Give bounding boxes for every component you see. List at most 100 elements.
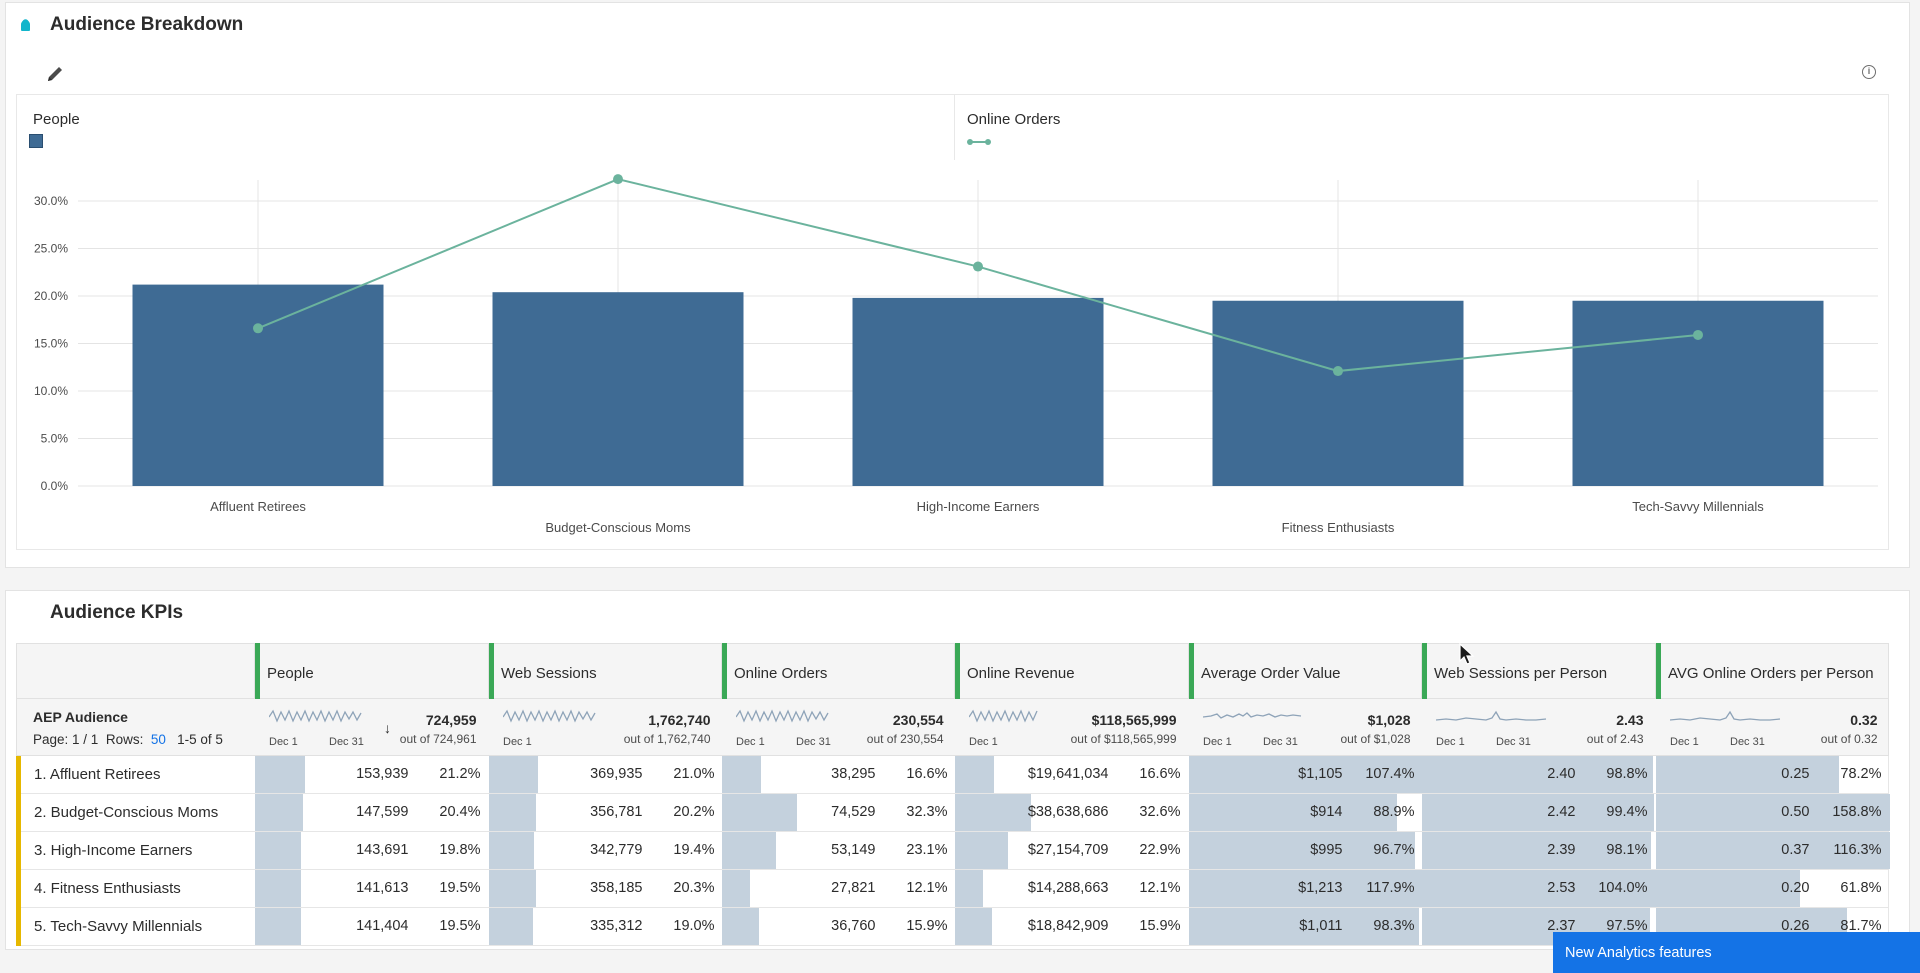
column-total: 230,554: [892, 712, 944, 728]
cell-percent-bar: [489, 870, 537, 907]
sparkline-end-label: Dec 31: [1730, 736, 1765, 748]
row-dimension-label[interactable]: 1. Affluent Retirees: [34, 766, 161, 783]
cell-value: 27,821: [831, 880, 876, 896]
rows-per-page-select[interactable]: 50: [150, 732, 166, 747]
cell-value: $1,213: [1298, 880, 1343, 896]
online-orders-point[interactable]: [613, 174, 623, 185]
cell-percent: 104.0%: [1598, 880, 1648, 896]
new-analytics-features-toast[interactable]: New Analytics features: [1553, 932, 1920, 973]
column-total: 724,959: [425, 712, 477, 728]
sort-descending-icon[interactable]: ↓: [384, 720, 391, 736]
column-header-online-revenue[interactable]: Online Revenue: [967, 665, 1075, 682]
info-icon[interactable]: i: [1862, 65, 1876, 79]
rows-label: Rows:: [105, 732, 144, 747]
cell-percent: 20.2%: [673, 804, 715, 820]
column-drag-handle[interactable]: [722, 643, 727, 699]
column-drag-handle[interactable]: [955, 643, 960, 699]
column-header-web-sessions-per-person[interactable]: Web Sessions per Person: [1434, 665, 1608, 682]
column-drag-handle[interactable]: [489, 643, 494, 699]
pagination-info: Page: 1 / 1 Rows: 50 1-5 of 5: [33, 732, 223, 747]
column-header-average-order-value[interactable]: Average Order Value: [1201, 665, 1341, 682]
column-header-web-sessions[interactable]: Web Sessions: [501, 665, 597, 682]
column-total-out-of: out of 2.43: [1586, 732, 1644, 746]
column-drag-handle[interactable]: [1656, 643, 1661, 699]
panel-title-audience-breakdown: Audience Breakdown: [50, 14, 244, 35]
cell-percent: 98.8%: [1606, 766, 1648, 782]
cell-percent: 20.4%: [439, 804, 481, 820]
row-accent-bar: [16, 756, 21, 794]
online-orders-point[interactable]: [1693, 329, 1703, 340]
cell-percent-bar: [955, 832, 1009, 869]
page-text: Page: 1 / 1: [33, 732, 99, 747]
cell-percent: 12.1%: [1139, 880, 1181, 896]
cell-value: 36,760: [831, 918, 876, 934]
x-tick-label: Fitness Enthusiasts: [1282, 520, 1395, 535]
cell-value: $1,011: [1299, 918, 1343, 934]
cell-percent: 19.5%: [439, 880, 481, 896]
bar-fitness-enthusiasts[interactable]: [1212, 300, 1464, 486]
cell-value: $1,105: [1298, 766, 1343, 782]
table-header-row: [16, 643, 1889, 699]
column-header-online-orders[interactable]: Online Orders: [734, 665, 828, 682]
row-dimension-label[interactable]: 4. Fitness Enthusiasts: [34, 880, 181, 897]
row-dimension-label[interactable]: 2. Budget-Conscious Moms: [34, 804, 219, 821]
cell-percent-bar: [255, 756, 305, 793]
sparkline: [969, 709, 1038, 723]
cell-percent: 116.3%: [1833, 842, 1882, 858]
x-tick-label: High-Income Earners: [917, 499, 1040, 514]
cell-percent: 117.9%: [1366, 880, 1415, 896]
column-header-avg-online-orders-per-person[interactable]: AVG Online Orders per Person: [1668, 665, 1874, 682]
cell-percent-bar: [1656, 794, 1890, 831]
cell-percent-bar: [489, 908, 534, 945]
legend-online-orders-label: Online Orders: [967, 111, 1061, 128]
cell-percent: 32.6%: [1139, 804, 1181, 820]
cell-percent: 16.6%: [906, 766, 948, 782]
online-orders-point[interactable]: [1333, 366, 1343, 377]
dimension-title: AEP Audience: [33, 709, 128, 725]
cell-value: 141,613: [356, 880, 409, 896]
cell-value: $914: [1310, 804, 1343, 820]
sparkline-start-label: Dec 1: [1436, 736, 1465, 748]
bar-budget-conscious-moms[interactable]: [492, 292, 744, 486]
cell-percent-bar: [489, 756, 539, 793]
cell-value: 2.39: [1547, 842, 1576, 858]
status-dot-icon: [21, 20, 30, 29]
sparkline-start-label: Dec 1: [1203, 736, 1232, 748]
bar-tech-savvy-millennials[interactable]: [1572, 300, 1824, 486]
column-drag-handle[interactable]: [1189, 643, 1194, 699]
row-dimension-label[interactable]: 5. Tech-Savvy Millennials: [34, 918, 203, 935]
cell-percent: 97.5%: [1606, 918, 1648, 934]
cell-percent-bar: [255, 794, 303, 831]
column-total: 2.43: [1616, 712, 1644, 728]
cell-value: 2.40: [1547, 766, 1576, 782]
pencil-edit-icon[interactable]: [44, 63, 66, 85]
cell-percent: 99.4%: [1606, 804, 1648, 820]
cell-percent: 81.7%: [1840, 918, 1882, 934]
cell-percent-bar: [255, 870, 301, 907]
range-text: 1-5 of 5: [177, 732, 223, 747]
cell-percent-bar: [1656, 756, 1839, 793]
sparkline: [503, 709, 596, 723]
row-dimension-label[interactable]: 3. High-Income Earners: [34, 842, 193, 859]
cell-value: 358,185: [590, 880, 643, 896]
cell-percent-bar: [489, 832, 535, 869]
cell-percent: 78.2%: [1840, 766, 1882, 782]
online-orders-point[interactable]: [973, 261, 983, 272]
row-accent-bar: [16, 908, 21, 946]
cell-percent: 20.3%: [673, 880, 715, 896]
cell-percent-bar: [1422, 832, 1652, 869]
cell-percent-bar: [955, 794, 1032, 831]
column-total-out-of: out of 230,554: [866, 732, 944, 746]
cell-percent-bar: [255, 832, 302, 869]
online-orders-point[interactable]: [253, 323, 263, 334]
bar-high-income-earners[interactable]: [852, 297, 1104, 486]
column-header-people[interactable]: People: [267, 665, 314, 682]
sparkline-start-label: Dec 1: [736, 736, 765, 748]
bar-affluent-retirees[interactable]: [132, 284, 384, 486]
column-drag-handle[interactable]: [255, 643, 260, 699]
cell-percent-bar: [1189, 908, 1419, 945]
x-tick-label: Budget-Conscious Moms: [545, 520, 691, 535]
cell-value: $19,641,034: [1027, 766, 1109, 782]
column-drag-handle[interactable]: [1422, 643, 1427, 699]
column-total-out-of: out of 1,762,740: [623, 732, 711, 746]
